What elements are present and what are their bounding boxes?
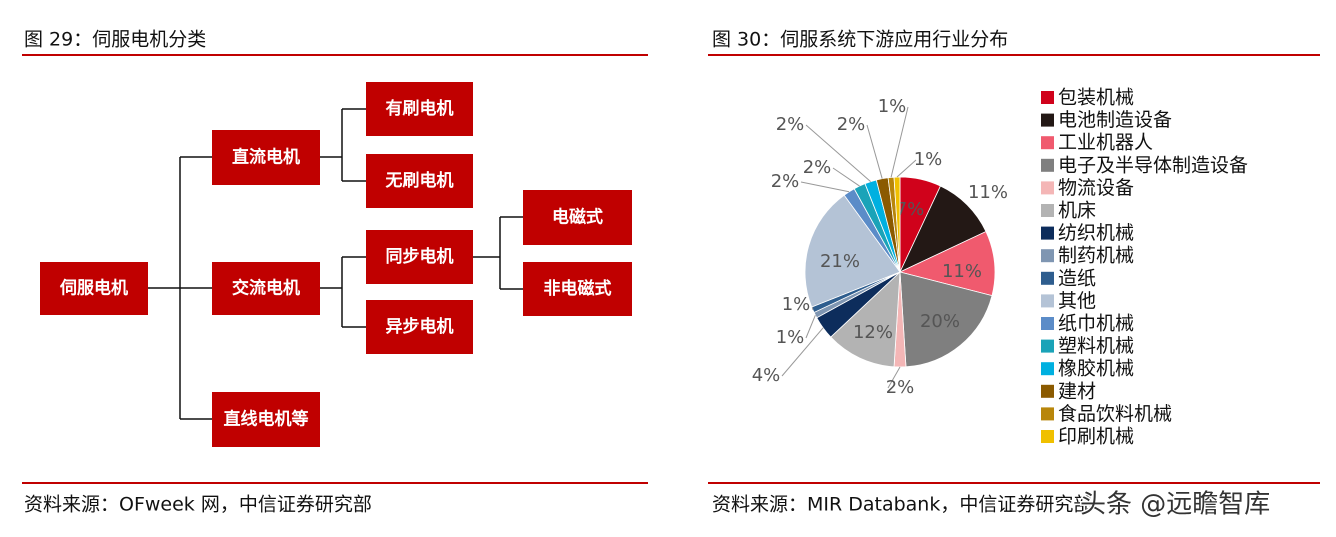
data-label: 1%: [782, 294, 811, 315]
node-label: 有刷电机: [386, 98, 454, 119]
node-box: [366, 230, 473, 284]
figure-title: 图 29：伺服电机分类: [24, 29, 206, 51]
data-label: 1%: [776, 327, 805, 348]
pie: 7%11%11%20%2%12%4%1%1%21%2%2%2% 2%1%1%包装机…: [752, 87, 1248, 448]
data-label: 2%: [771, 171, 800, 192]
node-box: [523, 190, 632, 245]
source: 资料来源：MIR Databank，中信证券研究部: [712, 494, 1092, 516]
legend-swatch: [1041, 181, 1054, 195]
leader-line: [896, 159, 917, 178]
node-label: 直流电机: [232, 147, 300, 168]
data-label: 21%: [820, 251, 860, 272]
source: 资料来源：OFweek 网，中信证券研究部: [24, 494, 372, 516]
legend-label: 印刷机械: [1058, 426, 1134, 448]
node-label: 直线电机等: [224, 409, 309, 430]
legend-swatch: [1041, 226, 1054, 240]
legend-label: 机床: [1058, 200, 1096, 222]
node-box: [366, 82, 473, 136]
legend-swatch: [1041, 407, 1054, 421]
data-label: 7%: [896, 199, 925, 220]
legend-label: 物流设备: [1058, 177, 1134, 199]
node-label: 电磁式: [552, 207, 603, 228]
legend-label: 制药机械: [1058, 245, 1134, 267]
node-label: 同步电机: [386, 246, 454, 267]
legend-swatch: [1041, 136, 1054, 150]
legend-label: 纸巾机械: [1058, 313, 1134, 335]
pie-slice: [830, 271, 901, 368]
legend-label: 建材: [1058, 380, 1096, 402]
leader-line: [805, 314, 816, 339]
watermark: 头条 @远瞻智库: [1080, 490, 1270, 520]
node-box: [212, 130, 320, 185]
legend-label: 其他: [1058, 290, 1096, 312]
data-label: 2%: [886, 377, 915, 398]
legend-label: 电池制造设备: [1058, 109, 1172, 131]
legend-swatch: [1041, 430, 1054, 443]
leader-line: [890, 106, 909, 178]
data-label: 11%: [942, 261, 982, 282]
pie-slice: [899, 185, 987, 273]
chart-title: 图 30：伺服系统下游应用行业分布: [712, 29, 1008, 51]
legend-swatch: [1041, 339, 1054, 353]
node-box: [366, 154, 473, 208]
legend-label: 纺织机械: [1058, 222, 1134, 244]
pie-slice: [898, 231, 996, 297]
data-label: 20%: [920, 311, 960, 332]
leader-line: [887, 366, 901, 389]
legend-swatch: [1041, 113, 1054, 127]
legend-label: 包装机械: [1058, 87, 1134, 109]
legend-swatch: [1041, 91, 1054, 104]
legend-swatch: [1041, 384, 1054, 398]
connectors: [148, 108, 523, 420]
legend-label: 电子及半导体制造设备: [1058, 154, 1248, 176]
legend-label: 塑料机械: [1058, 335, 1134, 357]
leader-line: [866, 124, 883, 179]
legend-label: 食品饮料机械: [1058, 403, 1172, 425]
node-label: 异步电机: [386, 316, 454, 337]
leader-line: [800, 181, 850, 193]
data-label: 2%: [803, 157, 832, 178]
pie-slice: [899, 271, 993, 368]
legend-swatch: [1041, 271, 1054, 285]
data-label: 2%: [776, 114, 805, 135]
data-label: 1%: [914, 149, 943, 170]
legend-swatch: [1041, 294, 1054, 308]
node-box: [366, 300, 473, 354]
node-box: [212, 392, 320, 447]
legend-swatch: [1041, 317, 1054, 330]
data-label: 2%: [837, 114, 866, 135]
data-label: 1%: [878, 96, 907, 117]
pie-slice: [804, 194, 901, 308]
legend-label: 橡胶机械: [1058, 358, 1134, 380]
node-label: 非电磁式: [544, 278, 612, 299]
node-box: [523, 262, 632, 316]
legend-label: 造纸: [1058, 267, 1096, 289]
legend-label: 工业机器人: [1058, 132, 1153, 154]
node-label: 无刷电机: [385, 170, 454, 191]
data-label: 12%: [853, 322, 893, 343]
legend-swatch: [1041, 249, 1054, 263]
node-box: [212, 262, 320, 315]
leader-line: [832, 167, 860, 187]
data-label: 11%: [968, 182, 1008, 203]
leader-line: [781, 327, 824, 377]
node-box: [40, 262, 148, 315]
data-label: 4%: [752, 365, 781, 386]
legend-swatch: [1041, 204, 1054, 217]
leader-line: [805, 124, 871, 183]
legend-swatch: [1041, 362, 1054, 376]
legend-swatch: [1041, 158, 1054, 172]
node-label: 交流电机: [232, 278, 300, 299]
node-label: 伺服电机: [59, 278, 128, 299]
